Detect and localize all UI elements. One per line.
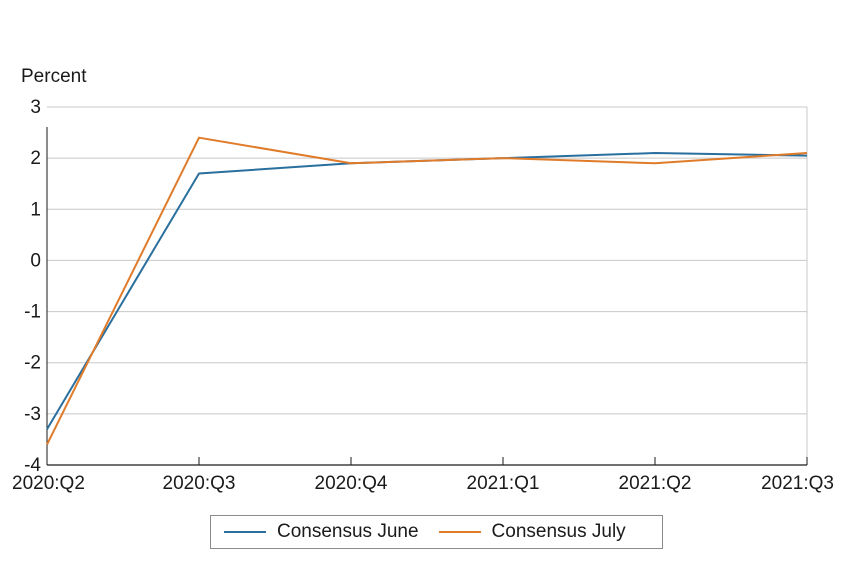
y-tick-label: 2 <box>30 148 41 169</box>
y-tick-label: 1 <box>30 199 41 220</box>
legend-label-june: Consensus June <box>277 521 419 542</box>
x-tick-label: 2020:Q3 <box>163 473 236 494</box>
series-line-july <box>46 136 808 445</box>
series-line-june <box>46 152 808 430</box>
legend-item-july: Consensus July <box>438 521 626 543</box>
legend-swatch-june <box>224 531 266 533</box>
x-tick-label: 2020:Q2 <box>12 473 85 494</box>
legend-item-june: Consensus June <box>224 521 419 543</box>
y-tick-label: -4 <box>24 455 41 476</box>
legend-label-july: Consensus July <box>491 521 626 542</box>
legend-swatch-july <box>438 531 481 533</box>
y-tick-label: 0 <box>30 250 41 271</box>
y-tick-label: -2 <box>24 353 41 374</box>
y-tick-label: -3 <box>24 404 41 425</box>
axes <box>46 107 808 466</box>
x-tick-label: 2020:Q4 <box>315 473 388 494</box>
gridlines <box>47 106 807 415</box>
y-axis-label: Percent <box>21 66 87 87</box>
y-tick-label: -1 <box>24 302 41 323</box>
x-tick-label: 2021:Q2 <box>619 473 692 494</box>
legend: Consensus June Consensus July <box>210 515 663 549</box>
x-tick-label: 2021:Q3 <box>761 473 834 494</box>
y-tick-label: 3 <box>30 97 41 118</box>
series-lines <box>46 136 808 445</box>
x-tick-label: 2021:Q1 <box>467 473 540 494</box>
